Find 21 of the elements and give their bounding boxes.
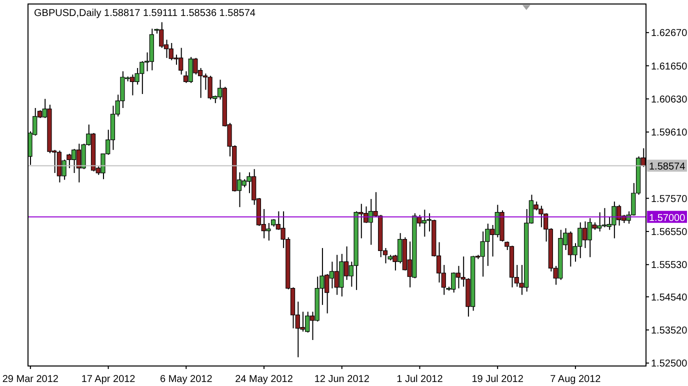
y-tick-label: 1.54540 [651, 292, 688, 304]
x-tick-label: 19 Jul 2012 [472, 374, 524, 385]
y-tick-label: 1.55530 [651, 260, 688, 272]
y-tick-label: 1.61650 [651, 61, 688, 72]
x-tick-label: 6 May 2012 [160, 374, 213, 385]
x-tick-label: 17 Apr 2012 [81, 374, 136, 385]
ref-line-label: 1.57000 [649, 212, 686, 224]
x-tick-label: 7 Aug 2012 [550, 374, 602, 385]
y-tick-label: 1.60630 [651, 94, 688, 106]
chart-title: GBPUSD,Daily 1.58817 1.59111 1.58536 1.58574 [34, 8, 256, 19]
y-tick-label: 1.52500 [651, 358, 688, 370]
y-tick-label: 1.59610 [651, 128, 688, 139]
x-tick-label: 24 May 2012 [235, 374, 294, 385]
y-tick-label: 1.53520 [651, 325, 688, 336]
y-tick-label: 1.57570 [651, 194, 688, 205]
x-tick-label: 1 Jul 2012 [396, 374, 444, 385]
x-tick-label: 29 Mar 2012 [2, 374, 59, 385]
y-tick-label: 1.62670 [651, 28, 688, 40]
ref-line-label: 1.58574 [649, 162, 686, 173]
x-tick-label: 12 Jun 2012 [314, 374, 370, 385]
y-tick-label: 1.56550 [651, 227, 688, 238]
